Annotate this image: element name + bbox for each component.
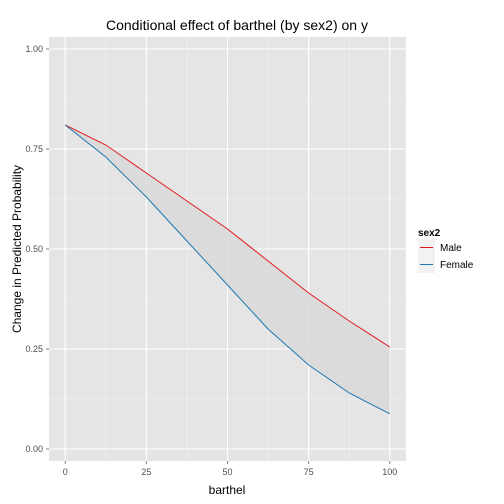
legend: sex2 Male Female: [418, 228, 474, 273]
x-tick-label: 100: [382, 467, 397, 477]
x-axis: 0 25 50 75 100: [63, 461, 397, 477]
legend-title: sex2: [418, 228, 441, 239]
legend-label: Male: [440, 243, 462, 254]
x-tick-label: 25: [141, 467, 151, 477]
y-tick-label: 0.25: [25, 344, 43, 354]
y-tick-label: 0.75: [25, 144, 43, 154]
y-tick-label: 1.00: [25, 44, 43, 54]
series-line-male: [65, 124, 391, 348]
y-axis: 0.00 0.25 0.50 0.75 1.00: [25, 44, 49, 454]
y-axis-title: Change in Predicted Probability: [10, 165, 24, 333]
x-axis-title: barthel: [209, 483, 246, 497]
x-tick-label: 50: [222, 467, 232, 477]
ribbon-layer: [65, 125, 390, 414]
y-tick-label: 0.00: [25, 444, 43, 454]
y-tick-label: 0.50: [25, 244, 43, 254]
x-tick-label: 75: [304, 467, 314, 477]
legend-items: Male Female: [418, 239, 474, 273]
legend-label: Female: [440, 260, 474, 271]
chart-title: Conditional effect of barthel (by sex2) …: [106, 17, 368, 33]
x-tick-label: 0: [63, 467, 68, 477]
series-layer: [64, 124, 391, 415]
confidence-ribbon: [65, 125, 390, 414]
series-line-female: [64, 124, 390, 415]
